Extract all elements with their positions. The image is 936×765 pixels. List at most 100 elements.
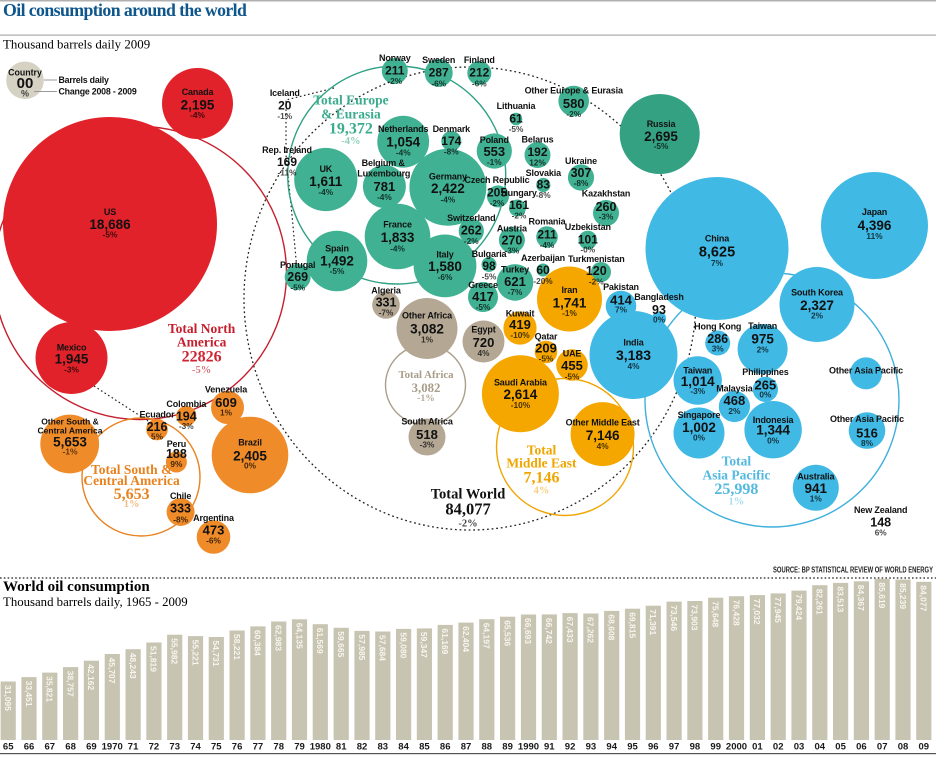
svg-text:-4%: -4% — [318, 187, 333, 197]
svg-text:95: 95 — [627, 741, 638, 752]
svg-text:84: 84 — [398, 741, 409, 752]
svg-text:455: 455 — [561, 358, 583, 373]
svg-text:72: 72 — [149, 741, 160, 752]
svg-text:-4%: -4% — [540, 240, 555, 250]
svg-text:3,082: 3,082 — [412, 381, 441, 395]
svg-text:265: 265 — [755, 377, 777, 392]
svg-text:1,580: 1,580 — [428, 259, 462, 274]
svg-text:417: 417 — [472, 289, 494, 304]
svg-text:-8%: -8% — [173, 514, 188, 524]
svg-text:Total World: Total World — [431, 487, 506, 503]
svg-text:Lithuania: Lithuania — [497, 101, 537, 111]
svg-text:-2%: -2% — [464, 236, 479, 246]
svg-text:-4%: -4% — [341, 136, 360, 147]
svg-text:Total South &: Total South & — [91, 462, 172, 477]
svg-text:81: 81 — [336, 741, 347, 752]
svg-text:99: 99 — [710, 741, 721, 752]
svg-text:Other Asia Pacific: Other Asia Pacific — [830, 414, 904, 424]
svg-text:0%: 0% — [693, 433, 706, 443]
svg-text:Central America: Central America — [38, 426, 103, 436]
svg-text:79: 79 — [294, 741, 305, 752]
svg-text:4%: 4% — [534, 485, 550, 496]
svg-text:55,221: 55,221 — [190, 640, 200, 666]
svg-text:-3%: -3% — [599, 211, 614, 221]
svg-text:Barrels daily: Barrels daily — [59, 75, 110, 85]
svg-text:4%: 4% — [478, 348, 491, 358]
svg-text:Taiwan: Taiwan — [683, 365, 712, 375]
svg-text:11%: 11% — [866, 231, 883, 241]
svg-text:1,741: 1,741 — [553, 296, 587, 311]
svg-text:84,077: 84,077 — [919, 585, 929, 611]
svg-text:Total Europe: Total Europe — [313, 93, 388, 108]
svg-text:Other Asia Pacific: Other Asia Pacific — [829, 365, 903, 375]
svg-text:48,243: 48,243 — [128, 653, 138, 679]
svg-text:7,146: 7,146 — [524, 469, 560, 486]
svg-text:-3%: -3% — [690, 386, 705, 396]
svg-text:212: 212 — [469, 65, 489, 79]
svg-text:-7%: -7% — [379, 307, 394, 317]
svg-text:-2%: -2% — [387, 76, 402, 86]
svg-text:Middle East: Middle East — [506, 455, 577, 470]
svg-text:Slovakia: Slovakia — [526, 168, 562, 178]
svg-text:87: 87 — [461, 741, 472, 752]
svg-text:UAE: UAE — [563, 348, 582, 358]
svg-text:America: America — [177, 335, 227, 350]
svg-text:Belarus: Belarus — [522, 134, 554, 144]
svg-text:-3%: -3% — [420, 440, 435, 450]
svg-text:-8%: -8% — [574, 178, 589, 188]
svg-text:& Eurasia: & Eurasia — [321, 107, 381, 122]
svg-text:Romania: Romania — [529, 217, 567, 227]
svg-text:0%: 0% — [244, 461, 257, 471]
svg-text:38,757: 38,757 — [65, 671, 75, 697]
svg-text:57,684: 57,684 — [378, 635, 388, 661]
svg-text:101: 101 — [578, 232, 598, 246]
svg-text:414: 414 — [610, 292, 632, 307]
svg-text:Czech Republic: Czech Republic — [465, 175, 530, 185]
svg-text:2000: 2000 — [726, 741, 747, 752]
svg-text:India: India — [623, 338, 644, 348]
svg-text:76,428: 76,428 — [731, 600, 741, 626]
svg-text:553: 553 — [483, 144, 505, 159]
svg-text:93: 93 — [652, 303, 666, 317]
svg-text:-11%: -11% — [278, 167, 298, 177]
svg-text:83: 83 — [378, 741, 389, 752]
svg-text:86: 86 — [440, 741, 451, 752]
svg-text:Taiwan: Taiwan — [748, 321, 777, 331]
svg-text:211: 211 — [537, 227, 557, 241]
svg-text:-4%: -4% — [390, 243, 405, 253]
svg-text:71: 71 — [128, 741, 139, 752]
svg-text:609: 609 — [215, 395, 237, 410]
svg-text:2,614: 2,614 — [504, 387, 538, 402]
svg-text:Colombia: Colombia — [166, 399, 207, 409]
svg-text:03: 03 — [794, 741, 805, 752]
svg-text:1%: 1% — [729, 497, 745, 508]
svg-text:Poland: Poland — [480, 135, 509, 145]
svg-text:1%: 1% — [421, 335, 434, 345]
svg-text:91: 91 — [544, 741, 555, 752]
svg-text:01: 01 — [752, 741, 763, 752]
svg-text:67,262: 67,262 — [586, 617, 596, 643]
svg-text:-2%: -2% — [458, 518, 477, 529]
svg-text:08: 08 — [898, 741, 909, 752]
svg-text:66,693: 66,693 — [523, 618, 533, 644]
svg-text:209: 209 — [535, 341, 557, 356]
svg-text:-6%: -6% — [438, 272, 453, 282]
svg-text:-5%: -5% — [482, 271, 497, 281]
svg-text:269: 269 — [287, 270, 308, 284]
svg-text:473: 473 — [203, 523, 225, 538]
svg-text:France: France — [383, 220, 412, 230]
svg-text:World oil consumption: World oil consumption — [3, 579, 150, 595]
svg-text:South Africa: South Africa — [401, 416, 454, 426]
svg-text:518: 518 — [416, 427, 438, 442]
svg-text:83,513: 83,513 — [835, 586, 845, 612]
svg-text:1990: 1990 — [518, 741, 539, 752]
svg-text:-10%: -10% — [511, 400, 531, 410]
svg-text:Total Africa: Total Africa — [398, 369, 454, 381]
svg-text:1%: 1% — [124, 499, 140, 510]
svg-text:Change 2008 - 2009: Change 2008 - 2009 — [59, 86, 137, 96]
svg-text:Hungary: Hungary — [501, 188, 537, 198]
svg-text:98: 98 — [690, 741, 701, 752]
svg-text:Finland: Finland — [464, 55, 495, 65]
svg-text:Egypt: Egypt — [471, 325, 495, 335]
svg-text:Russia: Russia — [647, 119, 677, 129]
